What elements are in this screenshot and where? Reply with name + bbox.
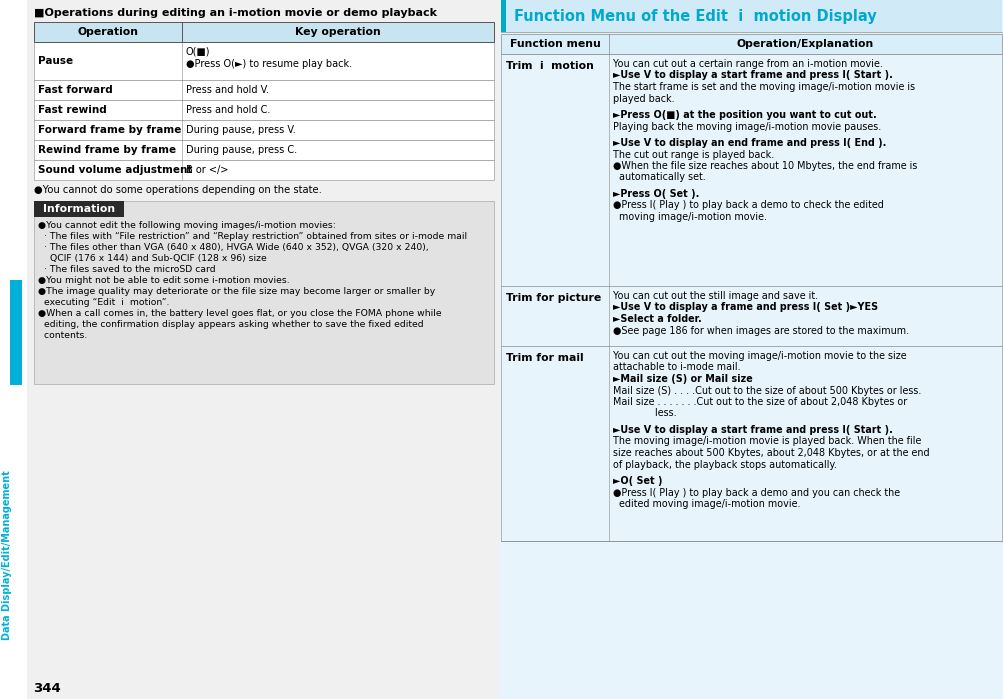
Bar xyxy=(34,201,124,217)
Bar xyxy=(0,0,27,699)
Text: Fast forward: Fast forward xyxy=(38,85,112,95)
Text: automatically set.: automatically set. xyxy=(613,173,705,182)
Text: Data Display/Edit/Management: Data Display/Edit/Management xyxy=(2,470,12,640)
Text: Rewind frame by frame: Rewind frame by frame xyxy=(38,145,176,155)
Text: Pause: Pause xyxy=(38,56,73,66)
Text: The moving image/i-motion movie is played back. When the file: The moving image/i-motion movie is playe… xyxy=(613,436,921,447)
Text: ●When the file size reaches about 10 Mbytes, the end frame is: ●When the file size reaches about 10 Mby… xyxy=(613,161,917,171)
Text: Key operation: Key operation xyxy=(295,27,380,37)
Text: · The files with “File restriction” and “Replay restriction” obtained from sites: · The files with “File restriction” and … xyxy=(38,232,466,241)
Text: ►Use V to display a frame and press l( Set )►YES: ►Use V to display a frame and press l( S… xyxy=(613,303,878,312)
Bar xyxy=(500,34,1001,54)
Bar xyxy=(500,0,506,32)
Bar xyxy=(10,280,22,385)
Text: During pause, press V.: During pause, press V. xyxy=(186,125,296,135)
Text: Function Menu of the Edit  i  motion Display: Function Menu of the Edit i motion Displ… xyxy=(514,8,876,24)
Text: Playing back the moving image/i-motion movie pauses.: Playing back the moving image/i-motion m… xyxy=(613,122,881,131)
Text: ►Use V to display a start frame and press l( Start ).: ►Use V to display a start frame and pres… xyxy=(613,71,892,80)
Bar xyxy=(34,201,493,384)
Text: of playback, the playback stops automatically.: of playback, the playback stops automati… xyxy=(613,459,837,470)
Text: ●Press l( Play ) to play back a demo to check the edited: ●Press l( Play ) to play back a demo to … xyxy=(613,201,883,210)
Text: ►Use V to display a start frame and press l( Start ).: ►Use V to display a start frame and pres… xyxy=(613,425,892,435)
Text: Operation/Explanation: Operation/Explanation xyxy=(736,39,874,49)
Text: ►O( Set ): ►O( Set ) xyxy=(613,476,662,486)
Bar xyxy=(34,160,493,180)
Text: ●Press O(►) to resume play back.: ●Press O(►) to resume play back. xyxy=(186,59,352,69)
Bar xyxy=(27,0,498,699)
Text: Trim  i  motion: Trim i motion xyxy=(506,61,594,71)
Bar xyxy=(498,0,1003,699)
Text: Sound volume adjustment: Sound volume adjustment xyxy=(38,165,193,175)
Text: contents.: contents. xyxy=(38,331,87,340)
Text: Function menu: Function menu xyxy=(510,39,600,49)
Text: ►Mail size (S) or Mail size: ►Mail size (S) or Mail size xyxy=(613,374,752,384)
Text: · The files saved to the microSD card: · The files saved to the microSD card xyxy=(38,265,216,274)
Text: You can cut out the moving image/i-motion movie to the size: You can cut out the moving image/i-motio… xyxy=(613,351,906,361)
Text: ●You cannot edit the following moving images/i-motion movies:: ●You cannot edit the following moving im… xyxy=(38,221,336,230)
Text: 344: 344 xyxy=(33,682,61,695)
Bar xyxy=(500,346,1001,541)
Bar xyxy=(500,54,1001,286)
Text: played back.: played back. xyxy=(613,94,674,103)
Text: QCIF (176 x 144) and Sub-QCIF (128 x 96) size: QCIF (176 x 144) and Sub-QCIF (128 x 96)… xyxy=(38,254,267,263)
Text: size reaches about 500 Kbytes, about 2,048 Kbytes, or at the end: size reaches about 500 Kbytes, about 2,0… xyxy=(613,448,929,458)
Text: ●The image quality may deteriorate or the file size may become larger or smaller: ●The image quality may deteriorate or th… xyxy=(38,287,435,296)
Text: O(■): O(■) xyxy=(186,47,211,57)
Bar xyxy=(34,80,493,100)
Bar xyxy=(34,100,493,120)
Bar xyxy=(34,22,493,42)
Text: The cut out range is played back.: The cut out range is played back. xyxy=(613,150,773,159)
Text: less.: less. xyxy=(613,408,676,419)
Text: ■Operations during editing an i-motion movie or demo playback: ■Operations during editing an i-motion m… xyxy=(34,8,436,18)
Text: moving image/i-motion movie.: moving image/i-motion movie. xyxy=(613,212,766,222)
Text: During pause, press C.: During pause, press C. xyxy=(186,145,297,155)
Text: ●You might not be able to edit some i-motion movies.: ●You might not be able to edit some i-mo… xyxy=(38,276,289,285)
Text: executing “Edit  i  motion”.: executing “Edit i motion”. xyxy=(38,298,170,307)
Text: Operation: Operation xyxy=(77,27,138,37)
Bar xyxy=(500,0,1001,32)
Text: The start frame is set and the moving image/i-motion movie is: The start frame is set and the moving im… xyxy=(613,82,914,92)
Text: Fast rewind: Fast rewind xyxy=(38,105,106,115)
Text: You can cut out the still image and save it.: You can cut out the still image and save… xyxy=(613,291,817,301)
Text: ●See page 186 for when images are stored to the maximum.: ●See page 186 for when images are stored… xyxy=(613,326,909,336)
Text: Information: Information xyxy=(43,204,115,214)
Text: Mail size . . . . . . .Cut out to the size of about 2,048 Kbytes or: Mail size . . . . . . .Cut out to the si… xyxy=(613,397,907,407)
Bar xyxy=(34,140,493,160)
Text: ►Press O(■) at the position you want to cut out.: ►Press O(■) at the position you want to … xyxy=(613,110,876,120)
Text: Press and hold C.: Press and hold C. xyxy=(186,105,270,115)
Text: Forward frame by frame: Forward frame by frame xyxy=(38,125,182,135)
Text: You can cut out a certain range from an i-motion movie.: You can cut out a certain range from an … xyxy=(613,59,882,69)
Text: ►Use V to display an end frame and press l( End ).: ►Use V to display an end frame and press… xyxy=(613,138,886,148)
Text: B or </>: B or </> xyxy=(186,165,228,175)
Text: edited moving image/i-motion movie.: edited moving image/i-motion movie. xyxy=(613,499,799,509)
Bar xyxy=(34,120,493,140)
Text: attachable to i-mode mail.: attachable to i-mode mail. xyxy=(613,363,740,373)
Text: ●Press l( Play ) to play back a demo and you can check the: ●Press l( Play ) to play back a demo and… xyxy=(613,487,900,498)
Text: ►Select a folder.: ►Select a folder. xyxy=(613,314,701,324)
Text: ●When a call comes in, the battery level goes flat, or you close the FOMA phone : ●When a call comes in, the battery level… xyxy=(38,309,441,318)
Text: Press and hold V.: Press and hold V. xyxy=(186,85,269,95)
Text: Trim for mail: Trim for mail xyxy=(506,353,583,363)
Text: editing, the confirmation display appears asking whether to save the fixed edite: editing, the confirmation display appear… xyxy=(38,320,423,329)
Bar xyxy=(34,42,493,80)
Text: Trim for picture: Trim for picture xyxy=(506,293,601,303)
Text: ►Press O( Set ).: ►Press O( Set ). xyxy=(613,189,699,199)
Text: · The files other than VGA (640 x 480), HVGA Wide (640 x 352), QVGA (320 x 240),: · The files other than VGA (640 x 480), … xyxy=(38,243,428,252)
Text: ●You cannot do some operations depending on the state.: ●You cannot do some operations depending… xyxy=(34,185,322,195)
Text: Mail size (S) . . . .Cut out to the size of about 500 Kbytes or less.: Mail size (S) . . . .Cut out to the size… xyxy=(613,386,921,396)
Bar xyxy=(500,286,1001,346)
